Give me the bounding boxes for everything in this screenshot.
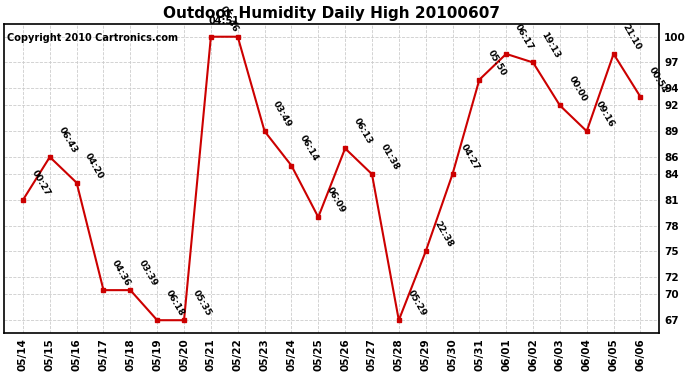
Text: 05:46: 05:46 (217, 5, 239, 34)
Text: 04:27: 04:27 (460, 142, 482, 172)
Text: 06:18: 06:18 (164, 288, 186, 318)
Text: Copyright 2010 Cartronics.com: Copyright 2010 Cartronics.com (8, 33, 179, 43)
Text: 06:43: 06:43 (57, 125, 79, 154)
Text: 04:51: 04:51 (209, 16, 240, 26)
Text: 06:14: 06:14 (298, 134, 320, 163)
Text: 01:38: 01:38 (379, 142, 401, 172)
Text: 00:54: 00:54 (647, 65, 669, 94)
Text: 04:36: 04:36 (110, 258, 132, 288)
Text: 00:27: 00:27 (30, 168, 52, 197)
Text: 21:10: 21:10 (620, 22, 642, 51)
Text: 05:50: 05:50 (486, 48, 508, 77)
Text: 00:00: 00:00 (566, 74, 589, 103)
Text: 06:17: 06:17 (513, 22, 535, 51)
Text: 09:16: 09:16 (593, 99, 615, 129)
Text: 03:39: 03:39 (137, 258, 159, 288)
Title: Outdoor Humidity Daily High 20100607: Outdoor Humidity Daily High 20100607 (164, 6, 500, 21)
Text: 22:38: 22:38 (433, 220, 455, 249)
Text: 06:13: 06:13 (352, 117, 374, 146)
Text: 19:13: 19:13 (540, 30, 562, 60)
Text: 05:29: 05:29 (406, 288, 428, 318)
Text: 06:09: 06:09 (325, 185, 347, 214)
Text: 05:35: 05:35 (190, 288, 213, 318)
Text: 03:49: 03:49 (271, 99, 293, 129)
Text: 04:20: 04:20 (83, 151, 106, 180)
